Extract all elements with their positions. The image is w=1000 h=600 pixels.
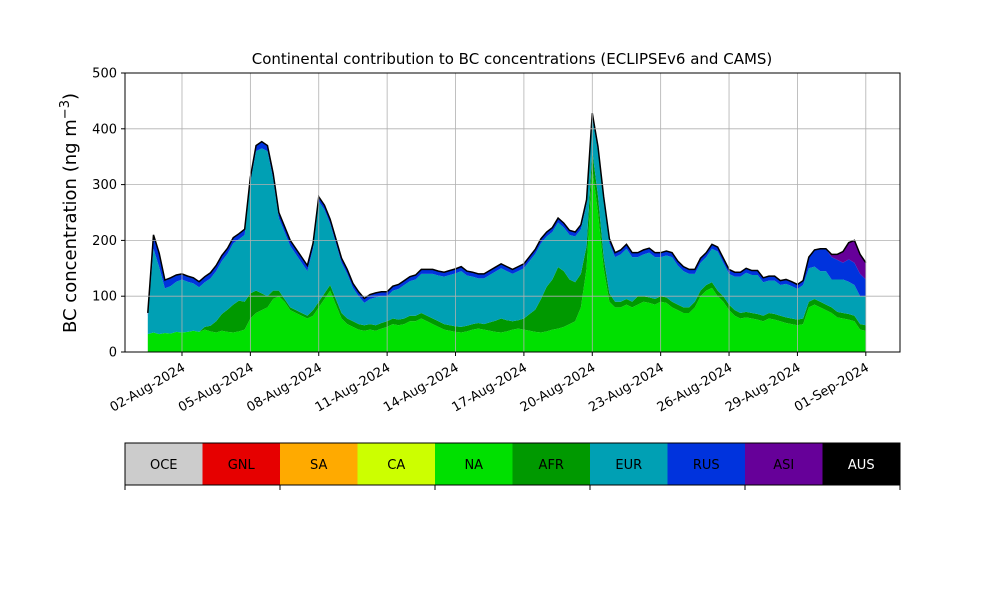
legend-frame (124, 442, 901, 486)
y-axis-label-main: BC concentration (ng m (60, 119, 81, 333)
y-tick-label: 500 (92, 67, 117, 82)
x-tick-label: 20-Aug-2024 (518, 360, 598, 415)
legend-label-asi: ASI (773, 458, 794, 473)
y-tick-label: 300 (92, 178, 117, 193)
y-tick-label: 100 (92, 290, 117, 305)
legend-label-eur: EUR (615, 458, 642, 473)
grid (125, 72, 900, 353)
legend-label-afr: AFR (539, 458, 564, 473)
x-tick-label: 11-Aug-2024 (313, 360, 393, 415)
legend-swatch-asi (745, 443, 823, 485)
y-tick-label: 400 (92, 122, 117, 137)
plot-frame (124, 72, 901, 353)
legend-swatch-aus (822, 443, 900, 485)
total-line (147, 113, 867, 313)
x-tick-label: 23-Aug-2024 (586, 360, 666, 415)
x-tick-label: 14-Aug-2024 (381, 360, 461, 415)
legend-swatch-ca (357, 443, 435, 485)
x-tick-label: 08-Aug-2024 (244, 360, 324, 415)
x-tick-label: 01-Sep-2024 (792, 360, 872, 415)
area-eur (147, 117, 866, 335)
legend-swatch-eur (590, 443, 668, 485)
legend-label-aus: AUS (848, 458, 875, 473)
legend-swatch-na (435, 443, 513, 485)
legend-label-sa: SA (310, 458, 327, 473)
y-tick-label: 200 (92, 234, 117, 249)
x-tick-label: 26-Aug-2024 (655, 360, 735, 415)
chart-title: Continental contribution to BC concentra… (252, 50, 773, 68)
legend-swatch-gnl (202, 443, 280, 485)
legend-swatch-afr (512, 443, 590, 485)
y-axis-label-close: ) (60, 93, 81, 100)
legend-swatch-rus (667, 443, 745, 485)
x-tick-label: 17-Aug-2024 (450, 360, 530, 415)
y-axis-label-superscript: −3 (58, 100, 73, 119)
plot-area: 0 100 200 300 400 500 02-Aug-202405-Aug-202408… (92, 67, 901, 416)
legend-label-rus: RUS (693, 458, 720, 473)
legend: OCE GNL SA CA NA AFR EUR RUS ASI AUS (124, 442, 901, 490)
legend-label-ca: CA (387, 458, 405, 473)
area-na (147, 167, 866, 352)
x-tick-label: 05-Aug-2024 (176, 360, 256, 415)
area-layers (147, 113, 867, 352)
legend-swatch-oce (125, 443, 203, 485)
y-tick-label: 0 (109, 346, 117, 361)
legend-swatch-sa (280, 443, 358, 485)
legend-label-gnl: GNL (228, 458, 256, 473)
legend-label-na: NA (464, 458, 483, 473)
x-tick-label: 02-Aug-2024 (108, 360, 188, 415)
y-axis-label: BC concentration (ng m−3) (58, 93, 81, 333)
x-tick-label: 29-Aug-2024 (723, 360, 803, 415)
legend-label-oce: OCE (150, 458, 178, 473)
